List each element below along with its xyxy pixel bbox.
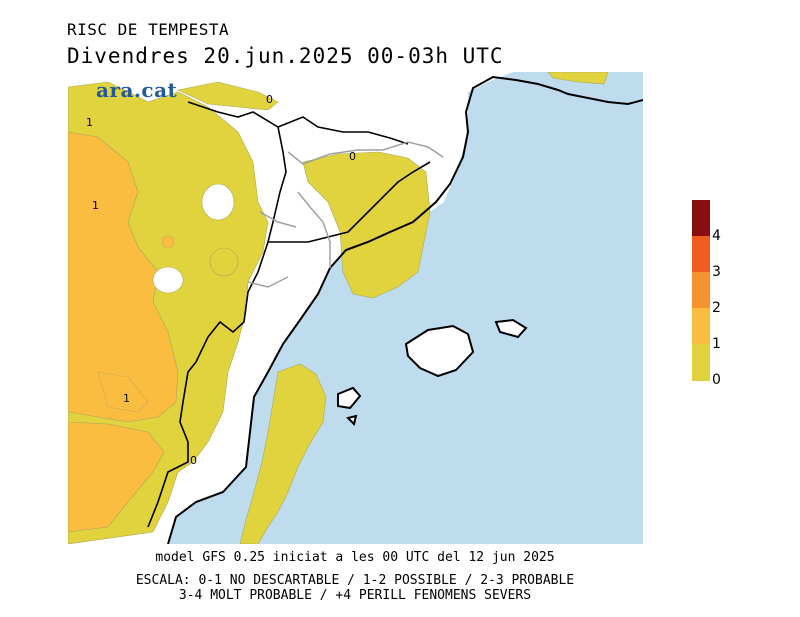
storm-risk-map <box>68 72 643 544</box>
contour-label: 1 <box>92 199 99 212</box>
risk-zone-0-1-sea <box>239 363 327 544</box>
menorca-island <box>494 318 528 339</box>
ibiza-island <box>337 386 362 410</box>
low-risk-hole <box>201 183 235 221</box>
legend-label: 4 <box>712 228 721 244</box>
model-info: model GFS 0.25 iniciat a les 00 UTC del … <box>155 550 555 565</box>
contour-label: 0 <box>349 150 356 163</box>
risk-zone-0-1-north <box>177 81 279 111</box>
legend-label: 3 <box>712 264 721 280</box>
scale-description-2: 3-4 MOLT PROBABLE / +4 PERILL FENOMENS S… <box>178 588 532 603</box>
contour-label: 1 <box>123 392 130 405</box>
ara-cat-logo: ara.cat <box>96 78 178 102</box>
map-title: RISC DE TEMPESTA <box>67 20 230 39</box>
region-border <box>247 141 444 288</box>
risk-zone-0-1-catalonia <box>302 151 431 299</box>
legend-swatch-2-3 <box>692 272 710 308</box>
map-subtitle: Divendres 20.jun.2025 00-03h UTC <box>67 44 504 68</box>
contour-label: 1 <box>86 116 93 129</box>
scale-description-1: ESCALA: 0-1 NO DESCARTABLE / 1-2 POSSIBL… <box>135 573 575 588</box>
legend-label: 1 <box>712 336 721 352</box>
legend-swatch-3-4 <box>692 236 710 272</box>
risk-scale-legend <box>692 200 710 381</box>
legend-label: 0 <box>712 372 721 388</box>
contour-label: 0 <box>190 454 197 467</box>
risk-zone-0-1-east <box>547 72 609 85</box>
country-border <box>147 101 409 528</box>
legend-swatch-1-2 <box>692 308 710 344</box>
legend-swatch-0-1 <box>692 344 710 381</box>
mallorca-island <box>404 324 475 378</box>
coastline <box>167 75 643 544</box>
legend-label: 2 <box>712 300 721 316</box>
legend-swatch-4-plus <box>692 200 710 236</box>
contour-label: 0 <box>266 93 273 106</box>
